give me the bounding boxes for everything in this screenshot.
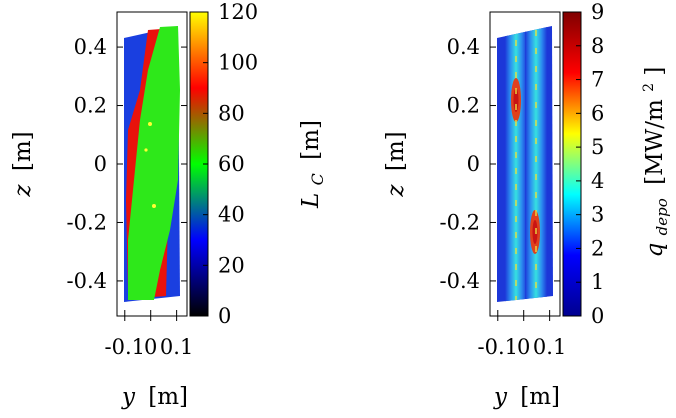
- x-tick-label: 0: [144, 335, 157, 359]
- x-tick-label: 0.1: [160, 335, 193, 359]
- x-axis-var: y: [121, 384, 136, 410]
- y-axis-label-right: z [m]: [383, 131, 409, 197]
- hot-spot-upper-core: [513, 88, 519, 112]
- y-axis-var: z: [10, 184, 36, 198]
- colorbar-tick-label: 8: [591, 34, 604, 58]
- colorbar-tick-label: 6: [591, 101, 604, 125]
- colorbar-label-left: L C [m]: [298, 120, 329, 209]
- y-tick-label: -0.4: [67, 269, 108, 293]
- marker-dot: [148, 122, 152, 126]
- colorbar-tick-label: 3: [591, 203, 604, 227]
- colorbar-label-right: q depo [MW/m 2 ]: [633, 67, 673, 258]
- colorbar-tick-label: 9: [591, 0, 604, 24]
- colorbar-tick-label: 4: [591, 169, 604, 193]
- colorbar-label-unit: [MW/m: [642, 99, 668, 185]
- colorbar-tick-label: 100: [218, 51, 258, 75]
- colorbar-tick-label: 20: [218, 253, 245, 277]
- y-tick-label: 0.2: [74, 94, 107, 118]
- colorbar-ticks-right: 0 1 2 3 4 5 6 7 8 9: [576, 0, 604, 328]
- x-axis-label-right: y [m]: [493, 384, 560, 410]
- colorbar-ticks-left: 0 20 40 60 80 100 120: [203, 0, 258, 328]
- colorbar-tick-label: 1: [591, 270, 604, 294]
- colorbar-tick-label: 2: [591, 236, 604, 260]
- y-axis-var: z: [383, 184, 409, 198]
- marker-dot: [152, 204, 156, 208]
- y-axis-unit: [m]: [383, 131, 409, 171]
- colorbar-tick-label: 60: [218, 152, 245, 176]
- y-tick-label: -0.4: [440, 269, 481, 293]
- heatmap-right: [497, 26, 553, 302]
- x-tick-label: 0: [517, 335, 530, 359]
- x-axis-var: y: [493, 384, 508, 410]
- marker-dot: [144, 148, 148, 152]
- y-tick-label: 0: [94, 152, 107, 176]
- colorbar-label-var: q: [642, 243, 668, 258]
- chart-left: 0.40.20-0.2-0.4-0.10 0.1 020406080100120 …: [10, 0, 329, 410]
- y-axis-unit: [m]: [10, 131, 36, 171]
- y-tick-label: 0: [467, 152, 480, 176]
- heatmap-left: [124, 26, 180, 302]
- colorbar-label-var: L: [298, 193, 324, 209]
- colorbar-right: [562, 11, 582, 317]
- colorbar-tick-label: 80: [218, 101, 245, 125]
- colorbar-tick-label: 120: [218, 0, 258, 24]
- y-axis-label-left: z [m]: [10, 131, 36, 197]
- colorbar-tick-label: 0: [591, 304, 604, 328]
- colorbar-label-sub: depo: [653, 198, 671, 235]
- axes-right: 0.40.20-0.2-0.4-0.10 0.1: [440, 35, 567, 359]
- stripe-left: [505, 26, 527, 302]
- hot-spot-lower-core: [532, 220, 538, 244]
- region-inner: [128, 26, 180, 300]
- y-tick-label: 0.4: [74, 35, 107, 59]
- axes-left: 0.40.20-0.2-0.4-0.10 0.1: [67, 35, 194, 359]
- colorbar-label-sup: 2: [641, 83, 657, 92]
- colorbar-tick-label: 7: [591, 68, 604, 92]
- x-axis-label-left: y [m]: [121, 384, 188, 410]
- y-tick-label: -0.2: [67, 210, 108, 234]
- y-tick-label: 0.2: [447, 94, 480, 118]
- x-tick-label: -0.1: [105, 335, 146, 359]
- x-tick-label: 0.1: [533, 335, 566, 359]
- y-tick-label: 0.4: [447, 35, 480, 59]
- y-tick-label: -0.2: [440, 210, 481, 234]
- x-axis-unit: [m]: [520, 384, 560, 410]
- colorbar-tick-label: 5: [591, 135, 604, 159]
- x-tick-label: -0.1: [478, 335, 519, 359]
- colorbar-label-sub: C: [308, 173, 327, 185]
- x-axis-unit: [m]: [148, 384, 188, 410]
- colorbar-tick-label: 0: [218, 304, 231, 328]
- colorbar-label-unit: [m]: [298, 120, 324, 160]
- colorbar-label-close: ]: [642, 67, 668, 76]
- colorbar-tick-label: 40: [218, 203, 245, 227]
